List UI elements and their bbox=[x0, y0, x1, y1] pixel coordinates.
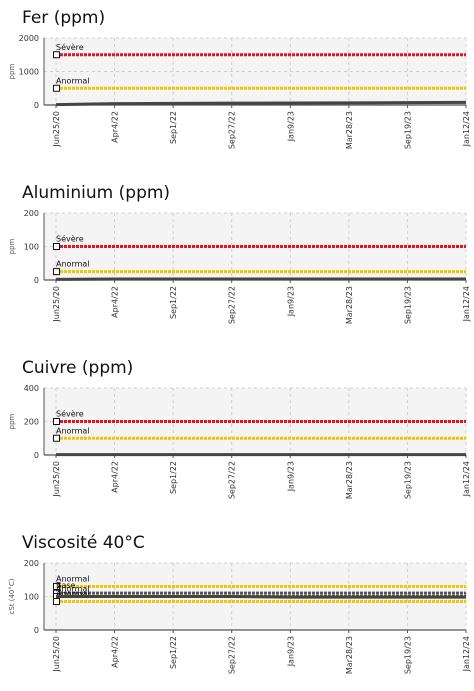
x-tick-label: Sep19/23 bbox=[403, 111, 412, 149]
x-tick-label: Jan12/24 bbox=[462, 286, 471, 322]
threshold-label: Sévère bbox=[56, 42, 84, 52]
threshold-label: Anormal bbox=[56, 590, 90, 599]
chart-panel-cuivre: Cuivre (ppm) 0 200 400 Jun25/20 Apr4/22 Sep1/… bbox=[0, 350, 474, 520]
x-tick-label: Jan9/23 bbox=[286, 111, 295, 142]
threshold-label: Sévère bbox=[56, 234, 84, 244]
x-tick-label: Jan9/23 bbox=[286, 636, 295, 667]
threshold-marker bbox=[53, 434, 60, 442]
chart-title: Fer (ppm) bbox=[22, 8, 106, 28]
x-tick-label: Sep19/23 bbox=[403, 461, 412, 499]
data-series-line bbox=[55, 100, 467, 107]
threshold-label: Anormal bbox=[56, 426, 90, 435]
threshold-marker bbox=[53, 51, 60, 59]
x-tick-label: Apr4/22 bbox=[111, 111, 120, 143]
threshold-marker bbox=[53, 84, 60, 92]
threshold-label: Anormal bbox=[56, 574, 90, 583]
x-tick-label: Jan12/24 bbox=[462, 461, 471, 497]
y-tick-label: 100 bbox=[24, 243, 39, 252]
x-tick-label: Apr4/22 bbox=[111, 461, 120, 493]
chart-panel-viscosite: Viscosité 40°C 0 100 200 Jun25/20 Apr4/22 Sep… bbox=[0, 525, 474, 691]
y-tick-label: 200 bbox=[24, 209, 39, 218]
x-tick-label: Apr4/22 bbox=[111, 636, 120, 668]
threshold-marker bbox=[53, 582, 60, 590]
x-tick-label: Jan9/23 bbox=[286, 286, 295, 317]
chart-aluminium: 0 100 200 Jun25/20 Apr4/22 Sep1/22 Sep27/22 Jan… bbox=[8, 209, 471, 324]
x-tick-label: Sep27/22 bbox=[228, 461, 237, 499]
y-axis-label: ppm bbox=[8, 238, 16, 254]
chart-viscosite: 0 100 200 Jun25/20 Apr4/22 Sep1/22 Sep27/22 Jan… bbox=[8, 559, 471, 674]
x-tick-label: Apr4/22 bbox=[111, 286, 120, 318]
x-tick-label: Sep1/22 bbox=[169, 461, 178, 494]
threshold-label: Anormal bbox=[56, 260, 90, 269]
y-tick-label: 0 bbox=[34, 451, 39, 460]
data-series-line bbox=[56, 595, 466, 599]
threshold-label: Sévère bbox=[56, 409, 84, 419]
y-axis-label: cSt (40°C) bbox=[8, 578, 16, 614]
x-tick-label: Jun25/20 bbox=[52, 461, 61, 498]
y-tick-label: 2000 bbox=[19, 34, 39, 43]
x-tick-label: Jan9/23 bbox=[286, 461, 295, 492]
threshold-marker bbox=[53, 268, 60, 276]
chart-fer: 0 1000 2000 Jun25/20 Apr4/22 Sep1/22 Sep27/22 J… bbox=[8, 34, 471, 149]
y-tick-label: 200 bbox=[24, 418, 39, 427]
chart-panel-fer: Fer (ppm) 0 1000 2000 Jun25/20 Apr4/22 Sep1/2… bbox=[0, 0, 474, 170]
y-tick-label: 0 bbox=[34, 101, 39, 110]
y-tick-label: 0 bbox=[34, 626, 39, 635]
threshold-label: Base bbox=[56, 581, 76, 590]
threshold-label: Anormal bbox=[56, 585, 90, 594]
x-tick-label: Jan12/24 bbox=[462, 111, 471, 147]
x-tick-label: Sep1/22 bbox=[169, 111, 178, 144]
chart-title: Viscosité 40°C bbox=[22, 533, 145, 553]
x-tick-label: Mar28/23 bbox=[345, 461, 354, 499]
x-tick-label: Mar28/23 bbox=[345, 111, 354, 149]
chart-title: Cuivre (ppm) bbox=[22, 358, 134, 378]
y-tick-label: 200 bbox=[24, 559, 39, 568]
chart-panel-aluminium: Aluminium (ppm) 0 100 200 Jun25/20 Apr4/22 Se… bbox=[0, 175, 474, 345]
x-tick-label: Sep27/22 bbox=[228, 286, 237, 324]
threshold-marker bbox=[53, 598, 60, 606]
x-tick-label: Sep19/23 bbox=[403, 636, 412, 674]
x-tick-label: Sep1/22 bbox=[169, 286, 178, 319]
y-tick-label: 0 bbox=[34, 276, 39, 285]
y-tick-label: 1000 bbox=[19, 68, 39, 77]
x-tick-label: Jun25/20 bbox=[52, 286, 61, 323]
x-tick-label: Mar28/23 bbox=[345, 286, 354, 324]
x-tick-label: Mar28/23 bbox=[345, 636, 354, 674]
y-axis-label: ppm bbox=[8, 413, 16, 429]
chart-title: Aluminium (ppm) bbox=[22, 183, 171, 203]
x-tick-label: Jan12/24 bbox=[462, 636, 471, 672]
x-tick-label: Sep27/22 bbox=[228, 111, 237, 149]
x-tick-label: Jun25/20 bbox=[52, 111, 61, 148]
y-axis-label: ppm bbox=[8, 63, 16, 79]
y-tick-label: 100 bbox=[24, 593, 39, 602]
threshold-marker bbox=[53, 418, 60, 425]
x-tick-label: Sep19/23 bbox=[403, 286, 412, 324]
threshold-marker bbox=[53, 243, 60, 250]
x-tick-label: Sep27/22 bbox=[228, 636, 237, 674]
x-tick-label: Jun25/20 bbox=[52, 636, 61, 673]
chart-cuivre: 0 200 400 Jun25/20 Apr4/22 Sep1/22 Sep27/22 Jan… bbox=[8, 384, 471, 499]
threshold-label: Anormal bbox=[56, 76, 90, 85]
x-tick-label: Sep1/22 bbox=[169, 636, 178, 669]
y-tick-label: 400 bbox=[24, 384, 39, 393]
